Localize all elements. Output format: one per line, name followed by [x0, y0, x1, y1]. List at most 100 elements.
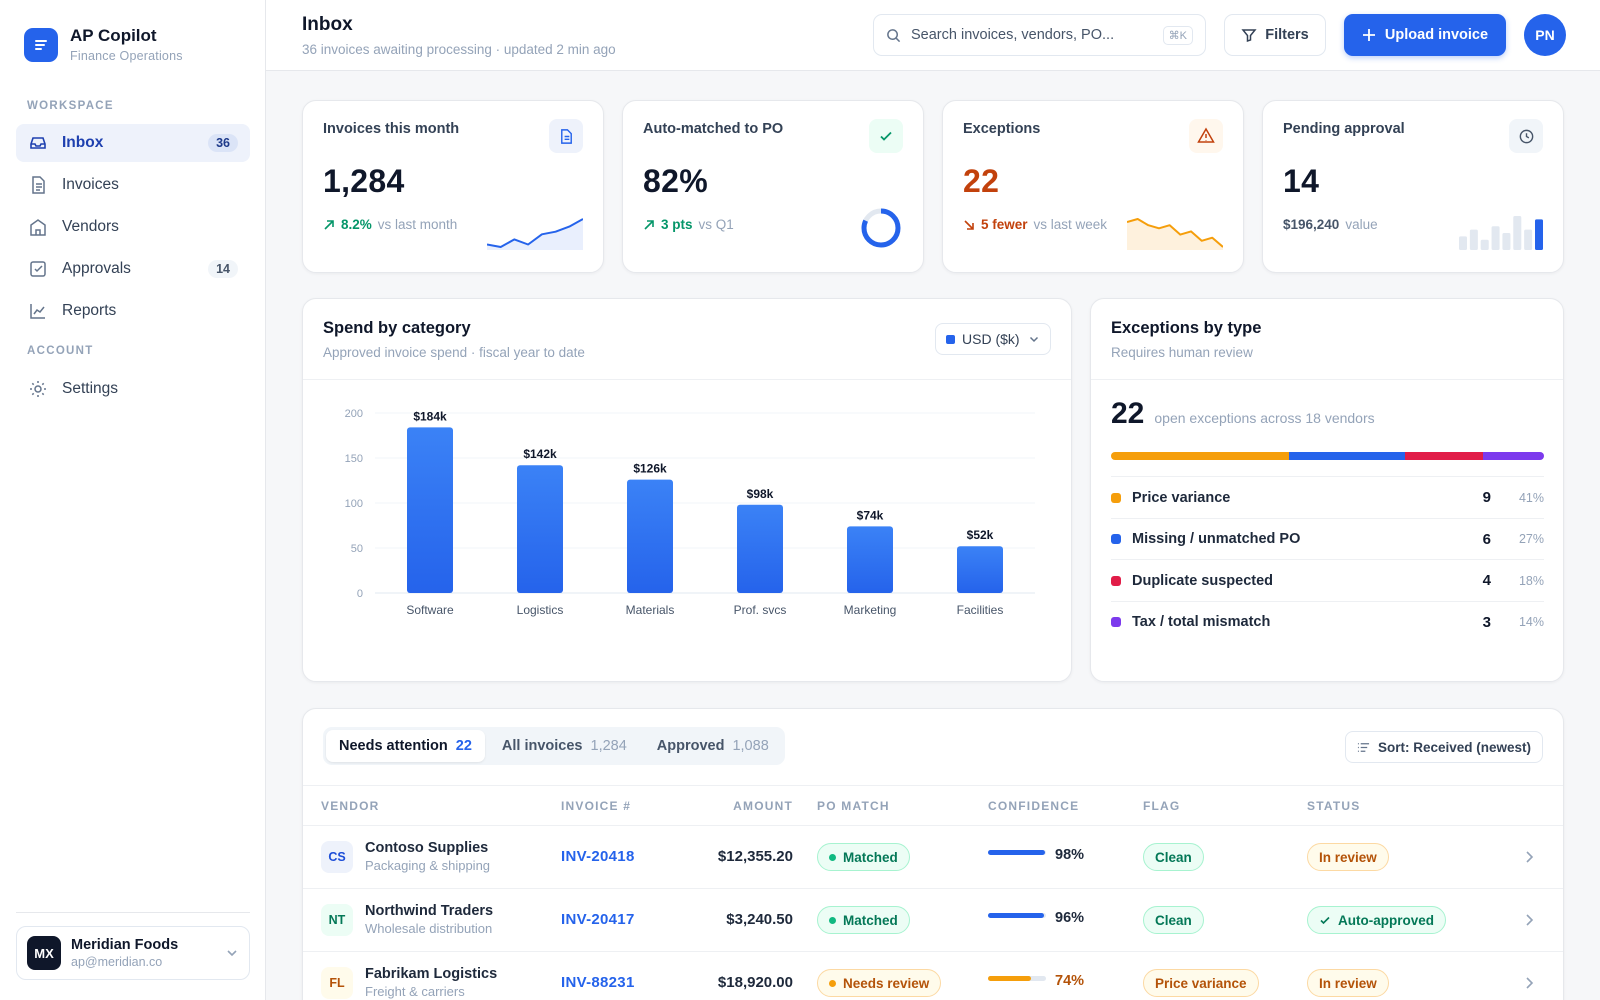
- exception-type-row[interactable]: Tax / total mismatch 3 14%: [1111, 600, 1544, 643]
- bar-materials[interactable]: [627, 479, 673, 593]
- invoice-number-link[interactable]: INV-20418: [561, 848, 635, 865]
- column-header-status[interactable]: STATUS: [1307, 799, 1361, 813]
- chevron-right-icon[interactable]: [1523, 850, 1535, 864]
- currency-label: USD ($k): [962, 331, 1020, 347]
- approvals-count-badge: 14: [208, 260, 238, 278]
- exception-type-row[interactable]: Duplicate suspected 4 18%: [1111, 559, 1544, 601]
- exception-type-label: Duplicate suspected: [1132, 572, 1274, 589]
- kpi-delta-value: 3 pts: [661, 217, 693, 232]
- bar-prof-svcs[interactable]: [737, 504, 783, 593]
- bar-logistics[interactable]: [517, 465, 563, 593]
- org-name: Meridian Foods: [71, 937, 179, 953]
- currency-select[interactable]: USD ($k): [935, 323, 1051, 355]
- tab-all-invoices[interactable]: All invoices 1,284: [489, 730, 640, 762]
- user-avatar[interactable]: PN: [1524, 14, 1566, 56]
- table-row[interactable]: FL Fabrikam Logistics Freight & carriers IN…: [303, 952, 1563, 1000]
- column-header-confidence[interactable]: CONFIDENCE: [988, 799, 1080, 813]
- sidebar-item-settings[interactable]: Settings: [16, 370, 250, 408]
- sidebar-item-label: Invoices: [62, 176, 119, 193]
- exception-type-count: 3: [1482, 613, 1491, 631]
- check-square-icon: [28, 259, 48, 279]
- bar-marketing[interactable]: [847, 526, 893, 593]
- sort-button[interactable]: Sort: Received (newest): [1344, 731, 1543, 763]
- chevron-down-icon: [1028, 333, 1040, 345]
- sparkline-line: [1127, 218, 1223, 248]
- confidence-value: 96%: [1055, 910, 1085, 926]
- tab-approved[interactable]: Approved 1,088: [644, 730, 782, 762]
- sidebar-item-vendors[interactable]: Vendors: [16, 208, 250, 246]
- upload-invoice-button[interactable]: Upload invoice: [1344, 14, 1506, 56]
- x-tick-label: Software: [406, 603, 454, 617]
- mini-bar: [1513, 216, 1522, 250]
- search-shortcut-hint: ⌘K: [1162, 25, 1193, 45]
- bar-data-label: $98k: [747, 487, 774, 501]
- org-email: ap@meridian.co: [71, 955, 163, 969]
- document-icon: [28, 175, 48, 195]
- tab-label: Needs attention: [339, 738, 448, 754]
- search-input[interactable]: [911, 27, 1153, 43]
- sidebar-item-invoices[interactable]: Invoices: [16, 166, 250, 204]
- bar-data-label: $74k: [857, 508, 884, 522]
- exception-type-row[interactable]: Missing / unmatched PO 6 27%: [1111, 517, 1544, 560]
- bar-facilities[interactable]: [957, 546, 1003, 593]
- exception-type-row[interactable]: Price variance 9 41%: [1111, 476, 1544, 518]
- vendor-avatar: NT: [321, 904, 353, 936]
- y-tick-label: 50: [351, 543, 363, 555]
- kpi-delta-text: value: [1345, 217, 1378, 232]
- table-row[interactable]: NT Northwind Traders Wholesale distributio…: [303, 889, 1563, 952]
- column-header-amount[interactable]: AMOUNT: [733, 799, 793, 813]
- column-header-po-match[interactable]: PO MATCH: [817, 799, 890, 813]
- exception-type-percent: 14%: [1518, 615, 1544, 629]
- inbox-icon: [28, 133, 48, 153]
- table-row[interactable]: CS Contoso Supplies Packaging & shipping IN…: [303, 826, 1563, 889]
- spend-by-category-panel: Spend by category Approved invoice spend…: [302, 298, 1072, 682]
- filters-label: Filters: [1265, 27, 1309, 43]
- org-switcher[interactable]: MX Meridian Foods ap@meridian.co: [16, 926, 250, 980]
- sidebar-item-inbox[interactable]: Inbox 36: [16, 124, 250, 162]
- mini-bar: [1480, 239, 1489, 250]
- tab-needs-attention[interactable]: Needs attention 22: [326, 730, 485, 762]
- sidebar-item-reports[interactable]: Reports: [16, 292, 250, 330]
- chevron-down-icon: [225, 946, 239, 960]
- po-match-label: Needs review: [843, 975, 930, 991]
- bar-software[interactable]: [407, 427, 453, 593]
- confidence-bar: [988, 850, 1046, 855]
- x-tick-label: Logistics: [517, 603, 564, 617]
- panel-divider: [303, 379, 1071, 380]
- status-dot: [829, 916, 836, 924]
- filters-button[interactable]: Filters: [1224, 14, 1326, 56]
- currency-swatch: [946, 334, 955, 344]
- flag-pill: Clean: [1143, 843, 1204, 871]
- po-match-pill: Matched: [817, 843, 910, 871]
- sidebar-item-approvals[interactable]: Approvals 14: [16, 250, 250, 288]
- invoices-sparkline: [487, 218, 583, 250]
- invoice-number-link[interactable]: INV-88231: [561, 974, 635, 991]
- confidence-bar: [988, 913, 1046, 918]
- vendor-avatar: CS: [321, 841, 353, 873]
- invoice-number-link[interactable]: INV-20417: [561, 911, 635, 928]
- chevron-right-icon[interactable]: [1523, 976, 1535, 990]
- sidebar-item-label: Vendors: [62, 218, 119, 235]
- kpi-delta-value: 5 fewer: [981, 217, 1028, 232]
- column-header-vendor[interactable]: VENDOR: [321, 799, 380, 813]
- brand[interactable]: AP Copilot Finance Operations: [24, 26, 183, 63]
- flag-label: Clean: [1155, 849, 1192, 865]
- flag-pill: Clean: [1143, 906, 1204, 934]
- invoice-amount: $3,240.50: [726, 911, 793, 928]
- column-header-flag[interactable]: FLAG: [1143, 799, 1181, 813]
- check-icon: [869, 119, 903, 153]
- account-section-label: ACCOUNT: [27, 345, 94, 357]
- tab-count: 1,088: [732, 738, 769, 754]
- column-header-invoice[interactable]: INVOICE #: [561, 799, 632, 813]
- invoice-amount: $12,355.20: [717, 848, 793, 865]
- auto-match-ring: [861, 208, 901, 248]
- pending-mini-bars: [1459, 216, 1543, 250]
- sidebar-item-label: Settings: [62, 380, 119, 397]
- tab-label: Approved: [656, 738, 725, 754]
- sidebar-item-label: Approvals: [62, 260, 131, 277]
- exception-type-label: Tax / total mismatch: [1132, 614, 1271, 630]
- search-box[interactable]: ⌘K: [873, 14, 1206, 56]
- vendor-name: Contoso Supplies: [365, 840, 489, 856]
- chevron-right-icon[interactable]: [1523, 913, 1535, 927]
- kpi-card-auto-matched: Auto-matched to PO 82% 3 pts vs Q1: [622, 100, 924, 273]
